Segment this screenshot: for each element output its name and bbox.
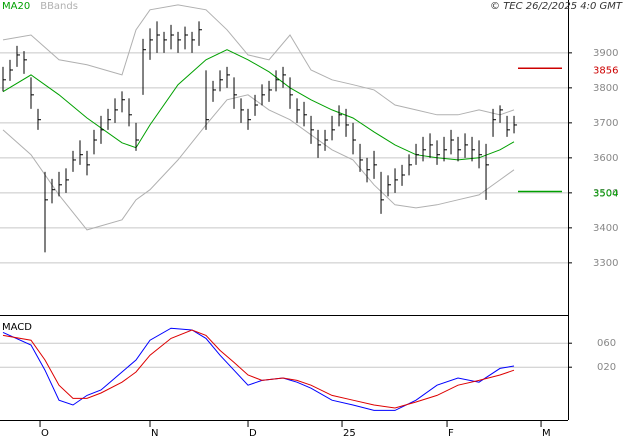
y-tick-label: 3400: [593, 223, 618, 234]
y-tick-label: 3800: [593, 83, 618, 94]
x-tick-label: 25: [343, 428, 356, 439]
x-tick-label: M: [542, 428, 551, 439]
macd-line: [2, 329, 515, 409]
level-label: 3856: [593, 65, 618, 76]
bband-lower: [2, 94, 515, 231]
x-tick-label: F: [448, 428, 454, 439]
y-tick-label: 3300: [593, 258, 618, 269]
bband-upper: [2, 4, 515, 116]
macd-line: [2, 327, 515, 411]
x-tick-label: N: [151, 428, 158, 439]
legend-entry: MA20: [2, 1, 30, 12]
ma-line: [2, 49, 515, 161]
y-tick-label: 3500: [593, 188, 618, 199]
legend-entry: BBands: [40, 1, 78, 12]
x-tick-label: O: [41, 428, 49, 439]
y-tick-label: 3600: [593, 153, 618, 164]
level-label: 3504: [593, 188, 618, 199]
y-tick-label: 3700: [593, 118, 618, 129]
y-tick-label: 060: [597, 338, 616, 349]
x-tick-label: D: [249, 428, 257, 439]
macd-title: MACD: [2, 322, 32, 333]
y-tick-label: 3900: [593, 48, 618, 59]
y-tick-label: 020: [597, 362, 616, 373]
source: © TEC 26/2/2025 4:0 GMT: [490, 1, 623, 12]
